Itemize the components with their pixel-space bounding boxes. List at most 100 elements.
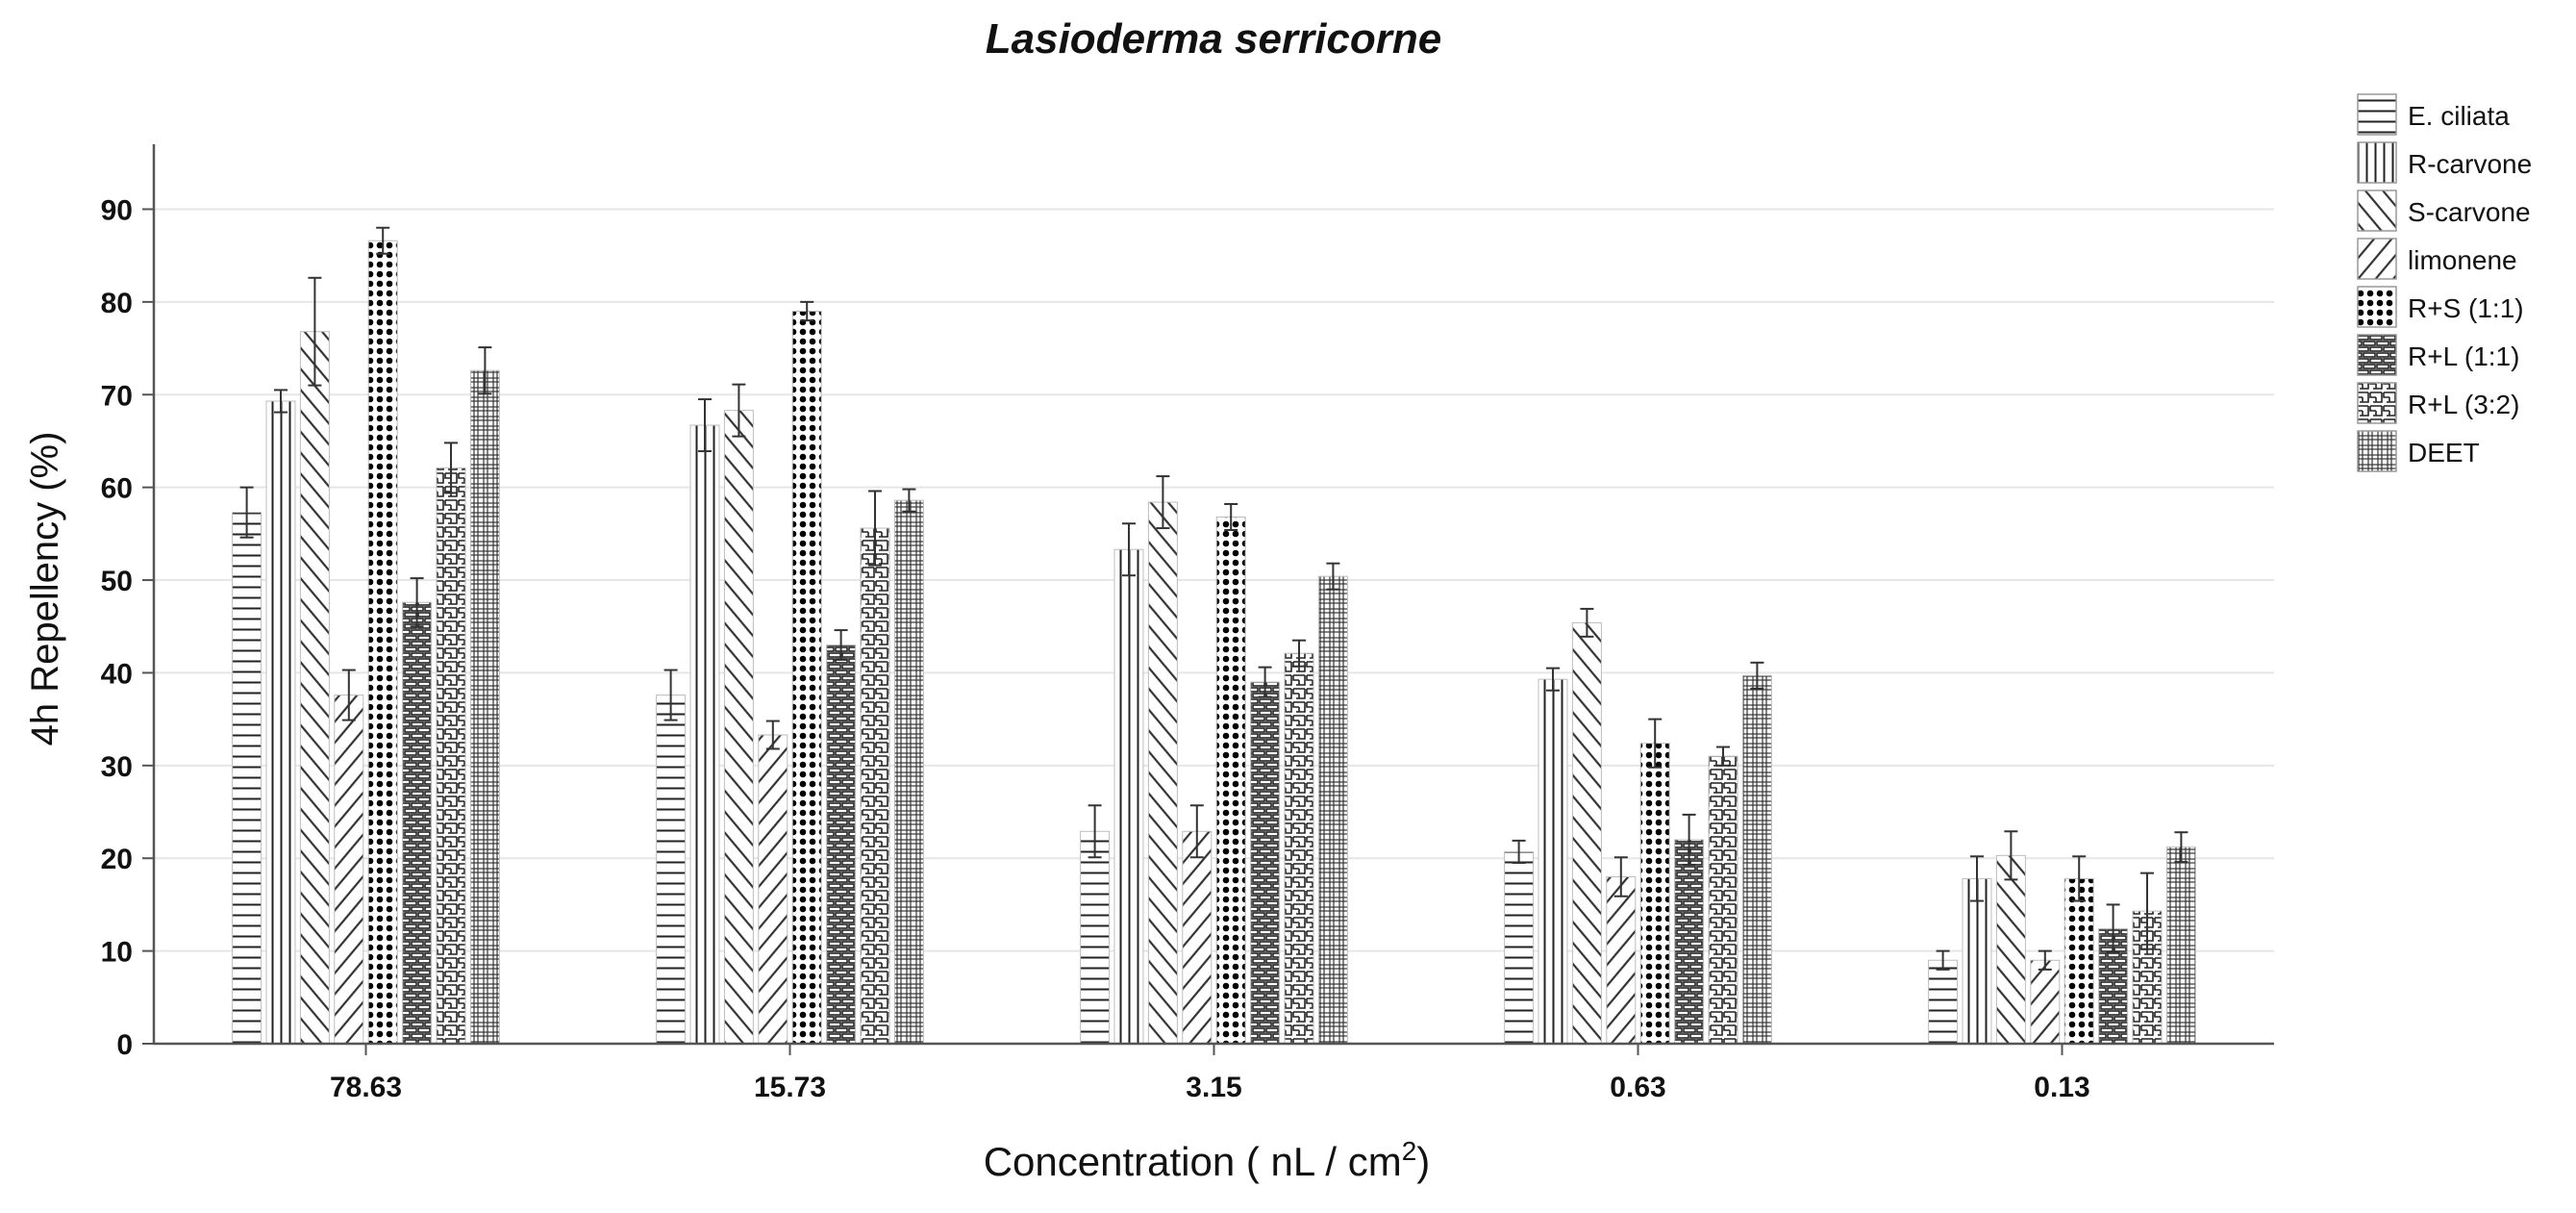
error-bar [902,488,916,513]
bar-r-l-1-1--3.15 [1250,681,1281,1045]
x-axis-label-superscript: 2 [1402,1136,1417,1166]
bar-e-ciliata-3.15 [1080,830,1111,1045]
error-bar [274,389,288,414]
legend-swatch [2357,190,2397,232]
legend-label: R+L (3:2) [2408,390,2519,419]
y-tick-label: 40 [101,658,133,690]
bar-e-ciliata-0.63 [1504,850,1535,1045]
x-tick-label: 0.13 [2034,1072,2089,1103]
bar-r-s-1-1--3.15 [1215,516,1246,1045]
error-bar [1326,562,1340,591]
error-bar [341,669,356,721]
bar-limonene-0.63 [1606,875,1637,1045]
error-bar [800,300,814,322]
legend-swatch [2357,93,2397,136]
bar-e-ciliata-0.13 [1928,959,1959,1045]
y-tick-label: 50 [101,566,133,597]
bar-r-carvone-0.13 [1962,877,1992,1045]
error-bar [1648,718,1663,769]
y-tick-label: 90 [101,194,133,226]
bar-r-s-1-1--78.63 [367,240,398,1045]
bar-deet-78.63 [469,369,500,1045]
bar-deet-0.63 [1741,674,1772,1045]
x-axis-label: Concentration ( nL / cm2) [984,1136,1431,1184]
bar-e-ciliata-15.73 [656,695,687,1045]
bar-r-l-3-2--3.15 [1284,652,1314,1045]
error-bar [732,383,746,438]
error-bar [1189,804,1204,859]
error-bar [1156,475,1170,530]
bar-r-s-1-1--0.63 [1639,743,1670,1045]
error-bar [2174,831,2188,864]
legend-swatch [2357,334,2397,376]
error-bar [868,490,882,567]
bar-s-carvone-15.73 [723,410,754,1045]
error-bar [239,486,254,539]
bar-deet-0.13 [2165,847,2196,1045]
bar-limonene-0.13 [2030,959,2061,1045]
bar-deet-3.15 [1317,575,1348,1045]
legend-swatch [2357,382,2397,424]
bar-r-s-1-1--0.13 [2063,877,2094,1045]
error-bar [478,346,492,395]
error-bar [376,226,390,255]
legend-item: limonene [2357,238,2517,280]
error-bar [1512,839,1526,865]
y-tick-label: 60 [101,473,133,505]
error-bar [1970,855,1984,902]
y-tick-label: 30 [101,751,133,783]
y-tick-label: 70 [101,380,133,412]
legend-item: R+S (1:1) [2357,286,2524,328]
legend-label: R+L (1:1) [2408,341,2519,371]
y-axis-ticks: 0 10 20 30 40 50 60 70 80 90 [101,194,154,1061]
bar-deet-15.73 [893,499,924,1045]
error-bar [2038,949,2052,971]
legend-label: E. ciliata [2408,101,2510,131]
error-bar [1716,745,1730,767]
error-bar [1936,949,1950,971]
bar-r-l-1-1--15.73 [826,644,857,1045]
error-bar [2072,855,2087,902]
bar-r-carvone-0.63 [1538,678,1568,1045]
error-bar [1750,661,1764,690]
x-tick-label: 78.63 [330,1072,402,1103]
bar-r-l-1-1--78.63 [402,601,433,1045]
x-tick-label: 0.63 [1610,1072,1665,1103]
error-bar [1613,856,1628,897]
error-bar [1224,503,1238,531]
error-bar [1122,522,1136,577]
y-tick-label: 0 [116,1029,133,1061]
error-bar [1546,667,1560,692]
legend-item: R-carvone [2357,141,2532,184]
bar-r-l-3-2--15.73 [860,527,890,1045]
error-bar [444,442,458,494]
x-axis-label-suffix: ) [1416,1139,1430,1184]
legend-label: R+S (1:1) [2408,293,2524,323]
x-tick-label: 15.73 [754,1072,826,1103]
error-bar [1292,639,1306,668]
bar-s-carvone-3.15 [1147,501,1178,1045]
bar-r-carvone-15.73 [689,424,720,1045]
y-tick-label: 10 [101,937,133,969]
bar-s-carvone-78.63 [299,331,330,1045]
error-bar [2140,872,2154,950]
x-axis-ticks: 78.63 15.73 3.15 0.63 0.13 [330,1044,2090,1103]
legend-swatch [2357,238,2397,280]
error-bar [308,276,322,387]
y-tick-label: 80 [101,288,133,319]
bar-limonene-15.73 [758,734,788,1045]
error-bar [1258,666,1272,698]
y-axis-label: 4h Repellency (%) [24,432,66,746]
error-bar [698,398,712,453]
bars [232,240,2196,1045]
bar-e-ciliata-78.63 [232,512,263,1045]
error-bar [663,669,678,721]
legend-swatch [2357,430,2397,472]
bar-s-carvone-0.63 [1571,621,1602,1045]
bar-limonene-3.15 [1182,830,1213,1045]
bar-r-s-1-1--15.73 [791,311,822,1045]
error-bar [1682,813,1696,866]
x-axis-label-main: Concentration ( nL / cm [984,1139,1402,1184]
legend-item: DEET [2357,430,2480,472]
